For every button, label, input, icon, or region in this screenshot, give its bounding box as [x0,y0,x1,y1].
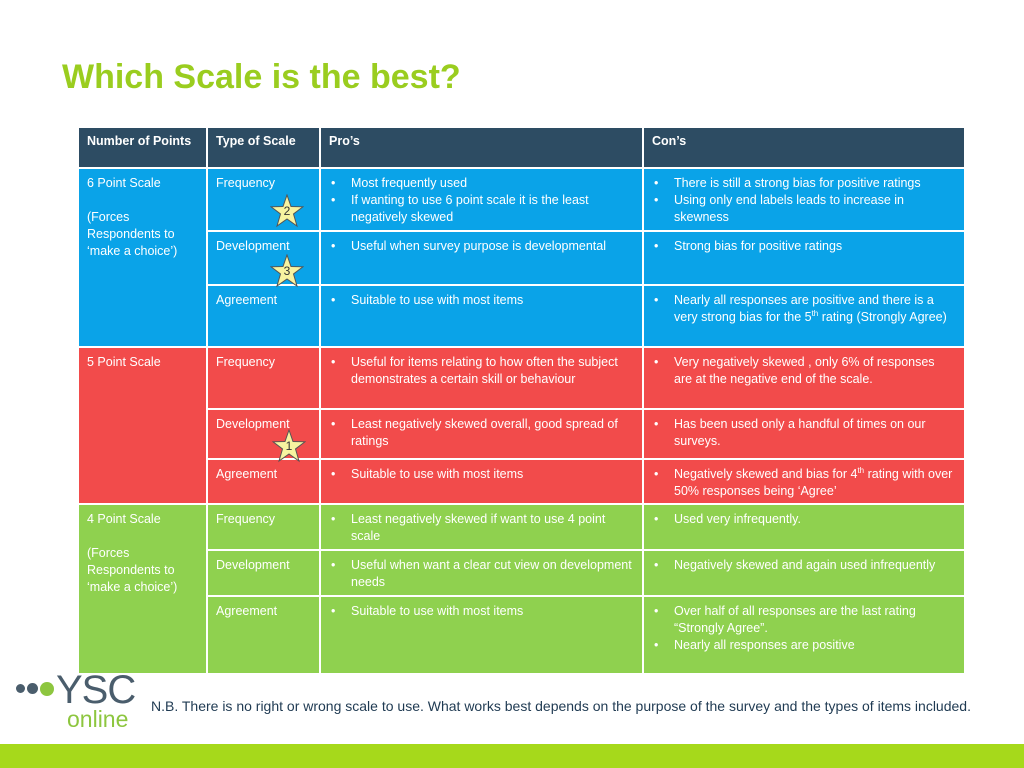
table-row: Development Useful when want a clear cut… [78,549,966,597]
pros-cell: Useful for items relating to how often t… [319,345,644,410]
cons-cell: Over half of all responses are the last … [642,594,966,675]
pros-item: Suitable to use with most items [329,466,634,483]
table-row: Agreement Suitable to use with most item… [78,283,966,348]
header-type-of-scale: Type of Scale [206,126,321,169]
scale-type: Frequency [216,512,276,527]
pros-cell: Suitable to use with most items [319,594,644,675]
scale-note: (Forces Respondents to ‘make a choice’) [87,546,178,594]
pros-item: Useful for items relating to how often t… [329,354,634,388]
pros-item: If wanting to use 6 point scale it is th… [329,192,634,226]
table-row: 5 Point Scale Frequency Useful for items… [77,345,966,506]
footer-bar [153,744,1024,768]
pros-cell: Most frequently used If wanting to use 6… [319,167,644,232]
table-row: 4 Point Scale (Forces Respondents to ‘ma… [77,503,966,675]
star-number: 3 [283,263,291,278]
cons-cell: Very negatively skewed , only 6% of resp… [642,345,966,410]
cons-cell: Negatively skewed and again used infrequ… [642,549,966,597]
scale-cell-5-point: 5 Point Scale [77,345,208,506]
type-cell: Development 3 [206,229,321,288]
header-number-of-points: Number of Points [77,126,208,169]
header-pros: Pro’s [319,126,644,169]
scale-type: Development [216,416,290,431]
ysc-online-logo: YSC online [14,668,136,734]
scale-name: 4 Point Scale [87,512,161,527]
cons-item: Has been used only a handful of times on… [652,416,956,450]
pros-cell: Useful when survey purpose is developmen… [319,229,644,286]
star-number: 2 [283,204,291,218]
pros-item: Suitable to use with most items [329,603,634,620]
table-row: Agreement Suitable to use with most item… [78,594,966,675]
pros-item: Suitable to use with most items [329,292,634,309]
cons-cell: Used very infrequently. [642,503,966,552]
pros-cell: Suitable to use with most items [319,457,644,506]
pros-cell: Suitable to use with most items [319,283,644,348]
star-icon [270,194,304,228]
header-cons: Con’s [642,126,966,169]
cons-cell: Negatively skewed and bias for 4th ratin… [642,457,966,506]
logo-subtext: online [67,706,129,732]
scale-comparison-table: Number of Points Type of Scale Pro’s Con… [77,126,966,675]
cons-item: Used very infrequently. [652,511,956,528]
scale-cell-6-point: 6 Point Scale (Forces Respondents to ‘ma… [77,167,208,348]
table-row: 6 Point Scale (Forces Respondents to ‘ma… [77,167,966,348]
star-badge: 3 [270,253,304,288]
table-row: Development 1 Least negatively skewed ov… [78,407,966,462]
scale-type: Agreement [216,466,278,481]
scale-type: Frequency [216,354,276,369]
cons-item: Negatively skewed and again used infrequ… [652,557,956,574]
cons-cell: Strong bias for positive ratings [642,229,966,286]
star-badge: 2 [270,194,304,228]
type-cell: Agreement [206,283,321,348]
type-cell: Agreement [206,594,321,675]
cons-item: Strong bias for positive ratings [652,238,956,255]
cons-item: Very negatively skewed , only 6% of resp… [652,354,956,388]
type-cell: Frequency [206,345,321,410]
cons-item: Nearly all responses are positive [652,637,956,654]
scale-name: 6 Point Scale [87,176,161,190]
cons-item: Negatively skewed and bias for 4th ratin… [652,466,956,500]
type-cell: Development [206,549,321,597]
pros-item: Least negatively skewed overall, good sp… [329,416,634,450]
scale-type: Frequency [216,176,276,190]
pros-item: Least negatively skewed if want to use 4… [329,511,634,545]
pros-item: Useful when survey purpose is developmen… [329,238,634,255]
star-icon [270,253,304,287]
type-cell: Agreement [206,457,321,506]
cons-item: Over half of all responses are the last … [652,603,956,637]
scale-type: Agreement [216,603,278,618]
pros-cell: Useful when want a clear cut view on dev… [319,549,644,597]
pros-cell: Least negatively skewed if want to use 4… [319,503,644,552]
logo-wordmark: YSC [56,668,136,712]
pros-cell: Least negatively skewed overall, good sp… [319,407,644,460]
scale-note: (Forces Respondents to ‘make a choice’) [87,209,178,258]
type-cell: Frequency [206,503,321,552]
table-header-row: Number of Points Type of Scale Pro’s Con… [77,126,966,169]
star-number: 1 [285,438,293,453]
logo-dots-icon [16,680,56,698]
type-cell: Frequency 2 [206,167,321,232]
cons-cell: Nearly all responses are positive and th… [642,283,966,348]
pros-item: Most frequently used [329,175,634,192]
type-cell: Development 1 [206,407,321,462]
footer-bar-left [0,744,153,768]
pros-item: Useful when want a clear cut view on dev… [329,557,634,591]
cons-item: Using only end labels leads to increase … [652,192,956,226]
table-row: Agreement Suitable to use with most item… [78,457,966,506]
scale-cell-4-point: 4 Point Scale (Forces Respondents to ‘ma… [77,503,208,675]
scale-type: Agreement [216,292,278,307]
cons-item: There is still a strong bias for positiv… [652,175,956,192]
scale-type: Development [216,238,290,253]
cons-cell: There is still a strong bias for positiv… [642,167,966,232]
footnote: N.B. There is no right or wrong scale to… [151,698,971,714]
scale-name: 5 Point Scale [87,354,161,369]
star-badge: 1 [272,428,306,463]
star-icon [272,428,306,462]
cons-cell: Has been used only a handful of times on… [642,407,966,460]
table-row: Development 3 Useful when survey purpose… [78,229,966,288]
scale-type: Development [216,558,290,573]
slide-title: Which Scale is the best? [62,58,461,96]
cons-item: Nearly all responses are positive and th… [652,292,956,326]
